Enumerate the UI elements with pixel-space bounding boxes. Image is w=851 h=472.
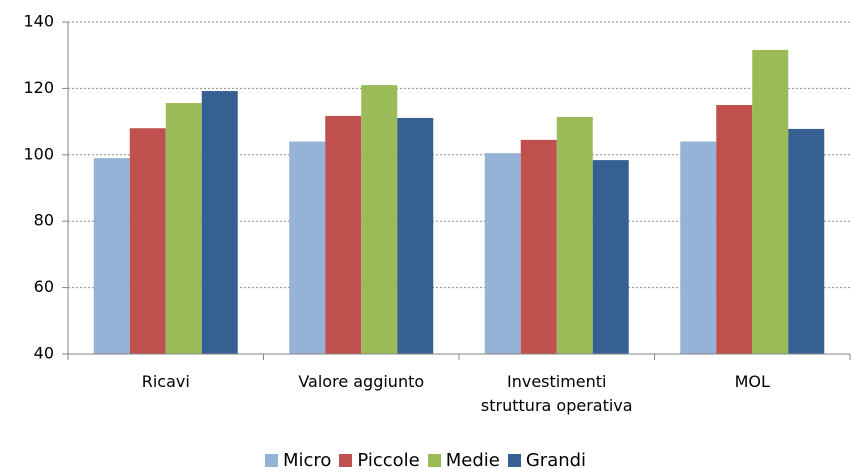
x-tick-label: MOL bbox=[734, 372, 770, 391]
y-tick-label: 40 bbox=[34, 344, 54, 363]
legend-swatch bbox=[427, 454, 441, 467]
bar bbox=[680, 141, 717, 354]
bar bbox=[361, 85, 398, 354]
bar bbox=[129, 128, 166, 354]
y-tick-label: 140 bbox=[23, 12, 54, 31]
y-tick-label: 60 bbox=[34, 277, 54, 296]
legend-item: Grandi bbox=[507, 450, 587, 472]
y-tick-label: 80 bbox=[34, 211, 54, 230]
legend-item: Piccole bbox=[339, 450, 420, 472]
legend-swatch bbox=[339, 454, 353, 467]
bar bbox=[556, 116, 593, 355]
bar bbox=[716, 105, 753, 354]
bar bbox=[201, 91, 238, 354]
bar bbox=[289, 141, 326, 354]
bar bbox=[484, 153, 521, 354]
plot-area: 40 60 80 100 120 140 bbox=[23, 12, 851, 363]
legend-swatch bbox=[264, 454, 278, 467]
legend-swatch bbox=[507, 454, 521, 467]
bar bbox=[93, 158, 130, 354]
legend-label: Medie bbox=[445, 450, 500, 471]
legend-label: Micro bbox=[282, 450, 332, 471]
bar bbox=[397, 117, 434, 354]
y-tick-label: 100 bbox=[23, 144, 54, 163]
bar bbox=[165, 103, 202, 355]
legend-label: Grandi bbox=[525, 450, 587, 471]
legend-label: Piccole bbox=[357, 450, 420, 471]
legend: Micro Piccole Medie Grandi bbox=[0, 450, 851, 472]
bar bbox=[752, 49, 789, 354]
legend-item: Micro bbox=[264, 450, 332, 472]
bar bbox=[520, 139, 557, 354]
x-tick-label: Ricavi bbox=[141, 372, 190, 391]
legend-item: Medie bbox=[427, 450, 500, 472]
bar bbox=[592, 160, 629, 354]
bar bbox=[788, 128, 825, 354]
bar bbox=[325, 115, 362, 355]
y-tick-label: 120 bbox=[23, 78, 54, 97]
x-tick-label: Investimenti struttura operativa bbox=[480, 372, 633, 415]
x-tick-label: Valore aggiunto bbox=[298, 372, 425, 391]
